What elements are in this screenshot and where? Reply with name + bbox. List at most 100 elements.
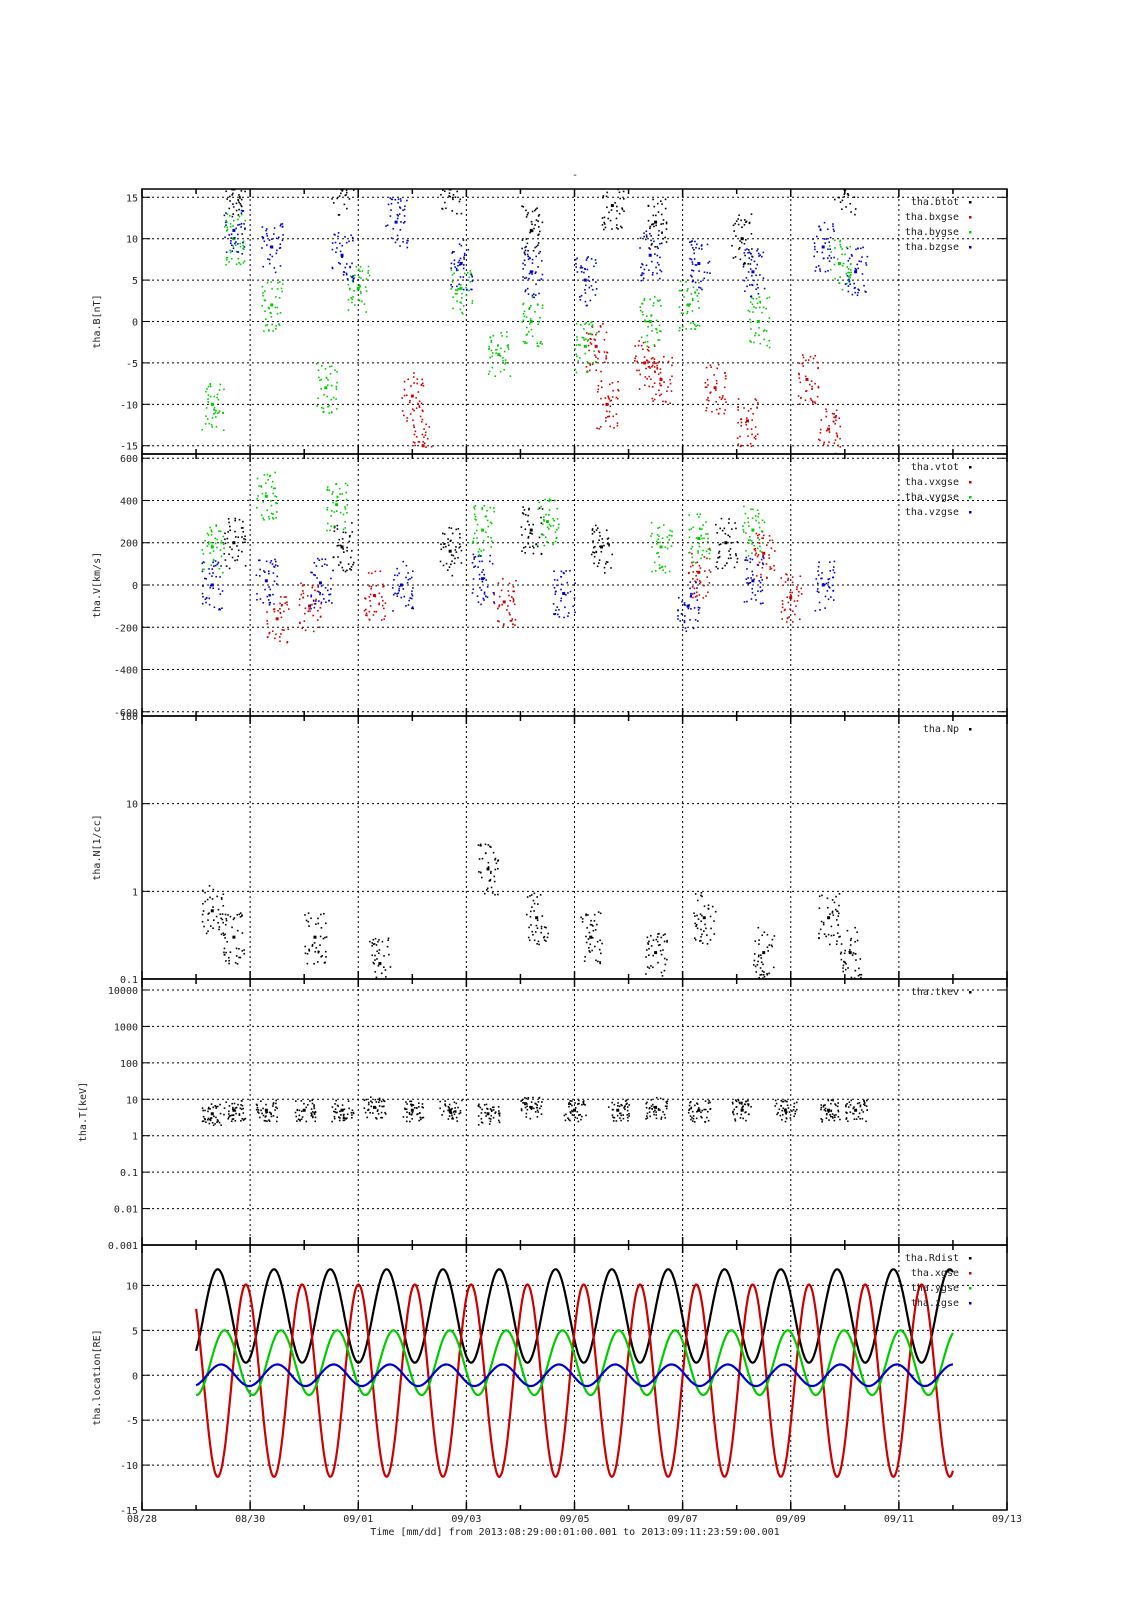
sample-dot [402, 209, 404, 212]
sample-dot [378, 939, 380, 941]
sample-dot [664, 565, 667, 568]
sample-dot [390, 198, 393, 200]
sample-dot [369, 593, 372, 596]
sample-dot [600, 370, 602, 373]
sample-dot [349, 275, 352, 278]
sample-dot [370, 1100, 372, 1103]
sample-dot [786, 1100, 788, 1103]
sample-dot [812, 357, 815, 360]
sample-dot [228, 553, 230, 556]
sample-dot [201, 920, 204, 923]
sample-dot [853, 196, 856, 199]
sample-dot [610, 567, 612, 569]
sample-dot [690, 293, 693, 295]
sample-dot [450, 269, 453, 271]
sample-dot [504, 363, 507, 365]
sample-dot [579, 1113, 581, 1116]
data-point [486, 1112, 490, 1116]
sample-dot [485, 515, 488, 517]
sample-dot [860, 973, 863, 976]
sample-dot [833, 230, 835, 232]
sample-dot [209, 526, 211, 529]
sample-dot [421, 433, 424, 436]
sample-dot [209, 395, 212, 398]
sample-dot [608, 543, 610, 546]
sample-dot [454, 549, 457, 551]
sample-dot [638, 369, 640, 372]
sample-dot [474, 515, 477, 518]
sample-dot [653, 398, 656, 401]
sample-dot [537, 323, 539, 325]
sample-dot [820, 577, 822, 580]
legend-label: tha.vygse [905, 492, 959, 503]
sample-dot [330, 411, 333, 414]
sample-dot [757, 286, 759, 289]
sample-dot [489, 560, 491, 563]
sample-dot [275, 252, 278, 255]
sample-dot [235, 241, 237, 243]
sample-dot [214, 564, 217, 567]
sample-dot [625, 1099, 628, 1102]
sample-dot [225, 219, 227, 222]
sample-dot [636, 360, 638, 363]
sample-dot [654, 370, 656, 373]
sample-dot [732, 1111, 734, 1114]
sample-dot [554, 593, 557, 595]
sample-dot [524, 1103, 526, 1106]
sample-dot [759, 254, 761, 256]
sample-dot [605, 561, 608, 563]
sample-dot [619, 197, 621, 200]
sample-dot [745, 1111, 747, 1113]
sample-dot [532, 523, 534, 526]
sample-dot [410, 597, 413, 600]
sample-dot [228, 1110, 230, 1113]
sample-dot [784, 1108, 787, 1110]
sample-dot [346, 484, 349, 487]
sample-dot [847, 194, 850, 197]
sample-dot [237, 224, 239, 226]
sample-dot [828, 586, 831, 589]
sample-dot [238, 913, 241, 916]
sample-dot [222, 893, 225, 896]
sample-dot [822, 257, 825, 260]
sample-dot [556, 507, 559, 510]
sample-dot [727, 522, 730, 524]
sample-dot [690, 594, 692, 597]
sample-dot [352, 296, 354, 298]
sample-dot [760, 558, 763, 561]
sample-dot [403, 394, 406, 397]
sample-dot [646, 334, 648, 337]
sample-dot [525, 913, 528, 916]
sample-dot [338, 538, 341, 541]
sample-dot [264, 571, 266, 573]
sample-dot [817, 565, 820, 568]
sample-dot [227, 170, 229, 172]
sample-dot [442, 1110, 445, 1113]
sample-dot [521, 239, 524, 241]
sample-dot [839, 240, 841, 243]
sample-dot [533, 910, 535, 912]
sample-dot [821, 1120, 823, 1123]
sample-dot [763, 534, 765, 537]
sample-dot [704, 923, 706, 926]
sample-dot [689, 1101, 691, 1104]
sample-dot [234, 517, 237, 520]
sample-dot [578, 1102, 580, 1105]
sample-dot [264, 324, 267, 327]
sample-dot [405, 1120, 408, 1123]
sample-dot [524, 514, 527, 516]
sample-dot [564, 1119, 567, 1122]
sample-dot [278, 636, 281, 638]
legend-label: tha.vxgse [905, 477, 959, 488]
sample-dot [225, 230, 228, 232]
sample-dot [747, 1104, 750, 1107]
sample-dot [655, 1114, 658, 1116]
sample-dot [567, 615, 569, 617]
sample-dot [580, 1118, 582, 1121]
sample-dot [432, 466, 434, 468]
sample-dot [694, 939, 697, 941]
sample-dot [596, 527, 599, 529]
sample-dot [651, 570, 653, 573]
sample-dot [758, 334, 760, 337]
sample-dot [658, 526, 661, 529]
